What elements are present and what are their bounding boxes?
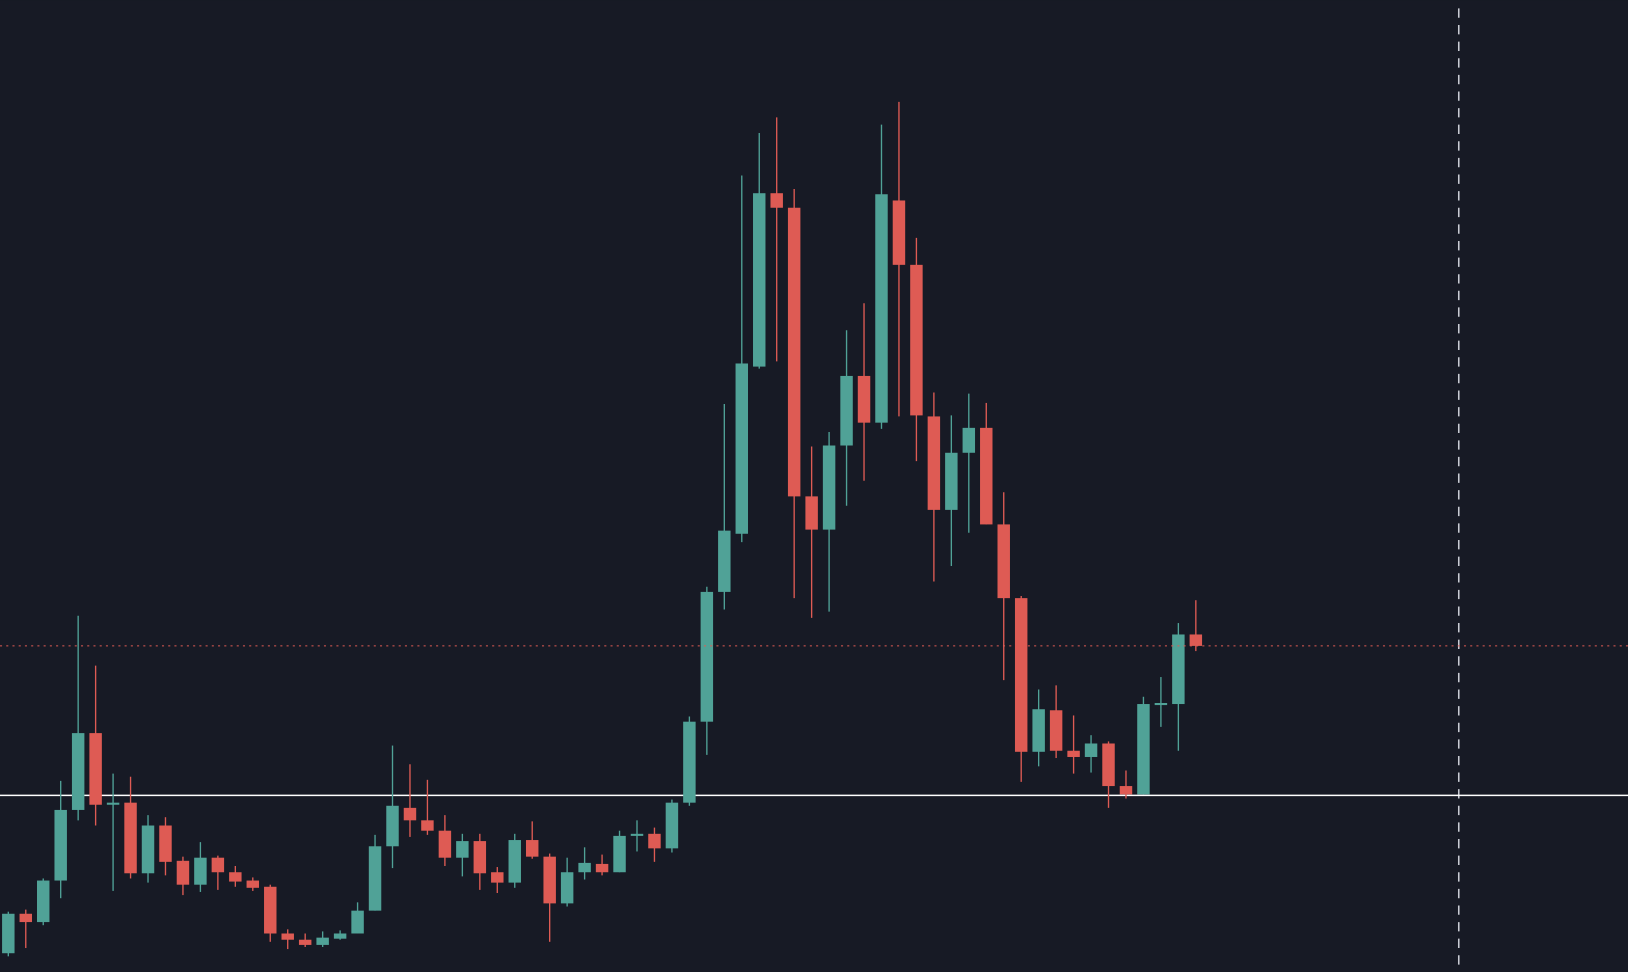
candle-body [753,193,766,367]
candle-body [1067,750,1080,757]
candle-body [1189,634,1203,646]
candle-body [403,807,417,821]
candle-body [1172,634,1185,705]
candle-body [1137,704,1150,795]
candle-body [525,840,539,857]
candle-body [333,933,347,939]
candle-body [892,200,906,265]
candle-body [927,416,941,510]
candle-body [1084,743,1098,757]
candle-body [298,939,312,945]
candle-body [37,880,50,923]
candle-body [962,427,976,453]
candle-body [630,833,644,836]
candle-body [281,933,294,940]
candle-body [106,802,120,805]
candle-body [770,193,783,208]
candle-body [211,857,225,873]
candle-body [613,835,626,873]
candle-body [997,524,1010,599]
candle-body [980,427,993,525]
candle-body [246,880,260,888]
candle-body [700,591,714,722]
candle-body [560,872,574,904]
candle-body [71,733,85,810]
candle-body [1049,710,1063,751]
candle-body [543,856,556,904]
candle-body [840,375,853,446]
candle-body [665,802,679,849]
candle-body [141,825,155,874]
candle-body [508,840,521,883]
candle-body [54,809,67,881]
candle-body [1154,702,1168,706]
candle-body [438,830,452,858]
candle-body [1014,598,1028,752]
candle-body [159,825,172,862]
candle-body [351,910,364,934]
candle-body [491,872,504,883]
candle-body [2,913,15,954]
candle-body [386,805,399,847]
candle-body [19,913,32,923]
candle-body [176,860,190,885]
candle-body [368,846,382,911]
candle-body [910,264,923,416]
candle-body [787,207,801,497]
candle-body [578,862,591,873]
candle-body [595,863,609,873]
candle-body [822,445,836,530]
candle-body [456,841,469,858]
candle-body [89,733,102,805]
candle-body [648,833,661,849]
candle-body [194,857,207,885]
candle-body [735,363,749,534]
candle-body [1119,786,1133,795]
candle-body [718,530,731,592]
candle-body [1102,743,1115,787]
candle-body [857,375,871,423]
candle-body [264,886,277,934]
candle-body [805,496,818,530]
candle-body [124,802,137,874]
candle-body [945,452,958,510]
candle-body [875,194,888,423]
candle-body [1032,709,1045,752]
candle-body [229,872,242,882]
candle-body [421,820,434,831]
candle-body [683,721,696,803]
candle-body [473,841,487,874]
candle-body [316,937,329,945]
